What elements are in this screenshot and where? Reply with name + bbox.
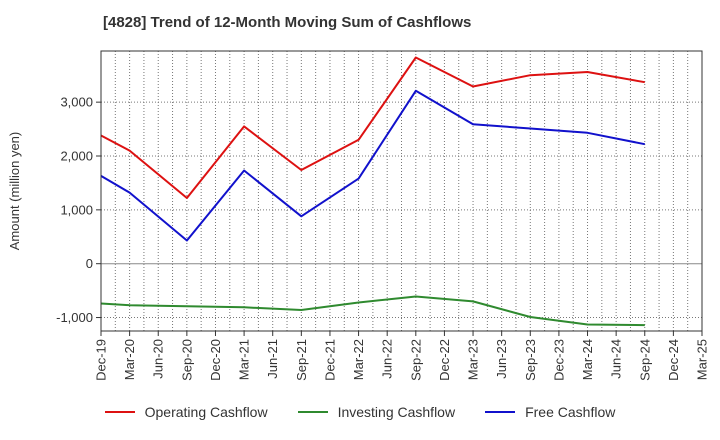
x-tick-label: Mar-22: [351, 339, 366, 380]
x-tick-label: Mar-21: [237, 339, 252, 380]
x-tick-label: Sep-23: [523, 339, 538, 381]
x-tick-label: Mar-23: [466, 339, 481, 380]
y-tick-label: 0: [86, 256, 93, 271]
x-tick-label: Jun-21: [265, 339, 280, 379]
x-tick-label: Dec-22: [437, 339, 452, 381]
x-tick-label: Jun-23: [494, 339, 509, 379]
x-tick-label: Mar-25: [695, 339, 710, 380]
y-tick-label: -1,000: [56, 310, 93, 325]
x-tick-label: Sep-20: [179, 339, 194, 381]
legend-label: Investing Cashflow: [337, 404, 456, 420]
series-line-operating-cashflow: [100, 56, 645, 199]
x-tick-label: Jun-24: [609, 339, 624, 379]
series-lines: [100, 56, 645, 327]
legend-swatch: [485, 411, 516, 413]
plot-border: [100, 50, 703, 332]
legend-label: Free Cashflow: [525, 404, 616, 420]
legend-item: Operating Cashflow: [104, 404, 268, 420]
x-tick-label: Dec-23: [551, 339, 566, 381]
x-tick-label: Dec-21: [322, 339, 337, 381]
legend-label: Operating Cashflow: [144, 404, 268, 420]
x-tick-label: Sep-21: [294, 339, 309, 381]
x-tick-label: Dec-19: [94, 339, 109, 381]
series-line-free-cashflow: [100, 89, 645, 242]
plot-frame: [100, 50, 703, 332]
series-line-investing-cashflow: [100, 295, 645, 327]
legend-item: Free Cashflow: [485, 404, 615, 420]
x-tick-label: Dec-24: [666, 339, 681, 381]
grid: [101, 51, 702, 331]
legend: Operating Cashflow Investing Cashflow Free…: [0, 404, 720, 420]
legend-swatch: [297, 411, 328, 413]
x-tick-label: Mar-20: [122, 339, 137, 380]
y-tick-label: 2,000: [60, 149, 93, 164]
y-tick-label: 1,000: [60, 202, 93, 217]
x-axis-ticks: Dec-19 Mar-20 Jun-20 Sep-20 Dec-20 Mar-21 Jun-…: [94, 331, 710, 381]
y-tick-label: 3,000: [60, 95, 93, 110]
chart-title: [4828] Trend of 12-Month Moving Sum of C…: [103, 14, 472, 31]
x-tick-label: Mar-24: [580, 339, 595, 380]
y-axis-title: Amount (million yen): [7, 132, 22, 251]
legend-item: Investing Cashflow: [297, 404, 456, 420]
x-tick-label: Jun-22: [380, 339, 395, 379]
x-tick-label: Sep-22: [408, 339, 423, 381]
x-tick-label: Dec-20: [208, 339, 223, 381]
x-tick-label: Sep-24: [637, 339, 652, 381]
legend-swatch: [104, 411, 135, 413]
y-axis-ticks: -1,000 0 1,000 2,000 3,000: [56, 95, 101, 325]
x-tick-label: Jun-20: [151, 339, 166, 379]
